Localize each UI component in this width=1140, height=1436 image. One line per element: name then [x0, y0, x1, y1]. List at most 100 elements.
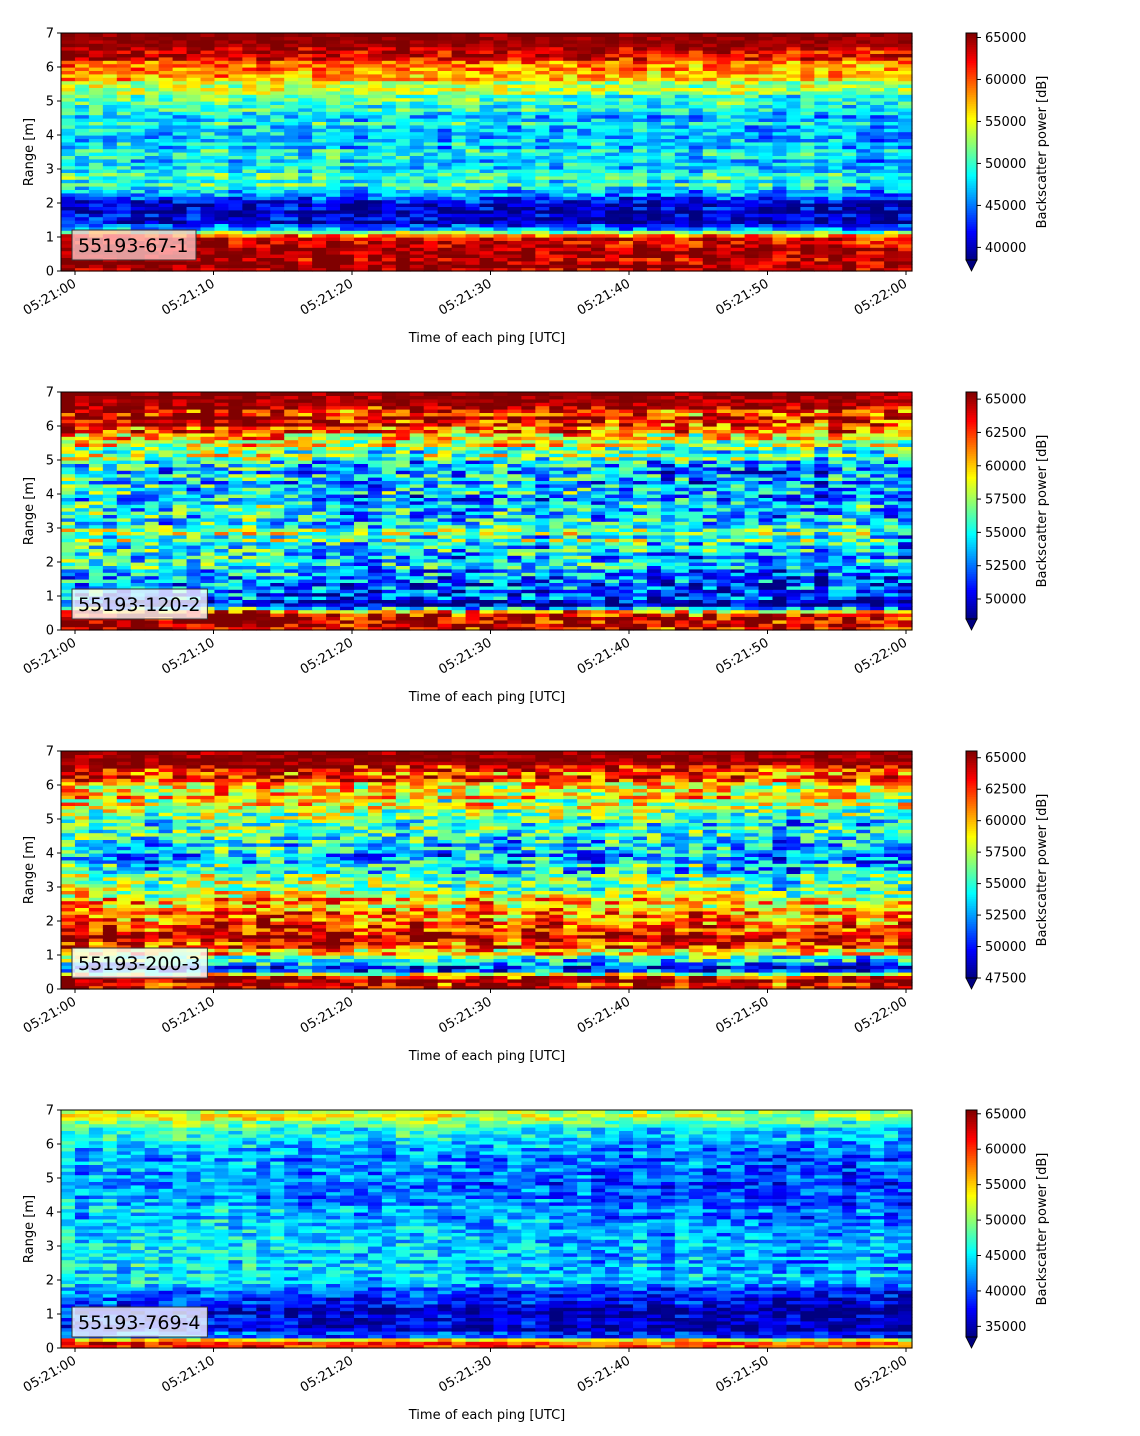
colorbar-segment: [966, 35, 977, 39]
heatmap-cell: [451, 33, 467, 37]
heatmap-cell: [521, 36, 536, 41]
heatmap-cell: [409, 220, 425, 224]
heatmap-cell: [158, 67, 174, 71]
heatmap-cell: [186, 162, 202, 167]
heatmap-cell: [674, 243, 690, 248]
heatmap-cell: [326, 43, 341, 48]
heatmap-cell: [744, 94, 760, 99]
heatmap-cell: [814, 87, 829, 92]
heatmap-cell: [577, 87, 592, 92]
heatmap-cell: [116, 36, 132, 41]
heatmap-cell: [605, 53, 620, 58]
heatmap-cell: [381, 135, 397, 139]
heatmap-cell: [619, 158, 634, 163]
heatmap-cell: [298, 87, 313, 92]
heatmap-cell: [870, 43, 885, 48]
heatmap-cell: [451, 131, 467, 136]
heatmap-cell: [535, 213, 550, 218]
heatmap-cell: [367, 216, 383, 221]
heatmap-cell: [619, 237, 634, 241]
heatmap-cell: [186, 192, 202, 197]
heatmap-cell: [479, 63, 495, 68]
heatmap-cell: [381, 247, 397, 252]
heatmap-cell: [577, 196, 592, 201]
heatmap-cell: [326, 121, 341, 126]
heatmap-cell: [563, 90, 578, 95]
heatmap-cell: [423, 196, 439, 201]
heatmap-cell: [158, 94, 174, 99]
heatmap-cell: [242, 199, 257, 204]
heatmap-cell: [130, 619, 146, 624]
heatmap-cell: [284, 107, 299, 112]
heatmap-cell: [340, 599, 355, 604]
heatmap-cell: [144, 213, 160, 218]
heatmap-cell: [340, 70, 355, 75]
heatmap-cell: [367, 192, 383, 197]
heatmap-cell: [521, 264, 536, 269]
heatmap-cell: [493, 196, 509, 201]
heatmap-cell: [870, 90, 885, 95]
heatmap-cell: [479, 128, 495, 133]
heatmap-cell: [61, 148, 76, 153]
heatmap-cell: [619, 199, 634, 204]
heatmap-cell: [284, 131, 299, 136]
heatmap-cell: [591, 128, 606, 133]
heatmap-cell: [367, 257, 383, 262]
heatmap-cell: [326, 128, 341, 133]
heatmap-cell: [716, 39, 732, 44]
heatmap-cell: [437, 206, 453, 211]
heatmap-cell: [228, 36, 243, 41]
heatmap-cell: [870, 243, 885, 248]
heatmap-cell: [730, 267, 746, 272]
heatmap-cell: [423, 602, 439, 607]
heatmap-cell: [800, 602, 815, 607]
heatmap-cell: [842, 609, 857, 614]
heatmap-cell: [688, 169, 704, 173]
heatmap-cell: [102, 226, 118, 231]
heatmap-cell: [312, 80, 327, 85]
heatmap-cell: [158, 43, 174, 48]
heatmap-cell: [381, 254, 397, 258]
heatmap-cell: [716, 73, 732, 78]
heatmap-cell: [256, 77, 271, 82]
heatmap-cell: [200, 145, 216, 150]
heatmap-cell: [884, 165, 899, 170]
heatmap-cell: [186, 182, 202, 187]
heatmap-cell: [284, 237, 299, 241]
heatmap-cell: [549, 230, 564, 235]
heatmap-cell: [437, 260, 453, 265]
heatmap-cell: [744, 124, 760, 129]
heatmap-cell: [312, 626, 327, 631]
heatmap-cell: [493, 118, 509, 122]
heatmap-cell: [549, 182, 564, 187]
heatmap-cell: [200, 39, 216, 44]
heatmap-cell: [856, 70, 871, 75]
heatmap-cell: [856, 77, 871, 82]
heatmap-cell: [772, 165, 788, 170]
heatmap-cell: [535, 169, 550, 173]
heatmap-cell: [730, 39, 746, 44]
heatmap-cell: [451, 90, 467, 95]
heatmap-cell: [856, 237, 871, 241]
heatmap-cell: [828, 97, 843, 102]
heatmap-cell: [786, 60, 801, 65]
heatmap-cell: [465, 220, 481, 224]
heatmap-cell: [130, 70, 146, 75]
heatmap-cell: [242, 613, 257, 617]
heatmap-cell: [507, 206, 522, 211]
heatmap-cell: [730, 101, 746, 105]
heatmap-cell: [74, 152, 90, 156]
heatmap-cell: [716, 179, 732, 184]
heatmap-cell: [270, 616, 285, 621]
heatmap-cell: [61, 613, 76, 617]
heatmap-cell: [381, 36, 397, 41]
heatmap-cell: [228, 107, 243, 112]
heatmap-cell: [158, 33, 174, 37]
heatmap-cell: [856, 213, 871, 218]
heatmap-cell: [367, 145, 383, 150]
heatmap-cell: [88, 162, 104, 167]
heatmap-cell: [326, 56, 341, 61]
heatmap-cell: [744, 50, 760, 54]
heatmap-cell: [256, 135, 271, 139]
heatmap-cell: [605, 138, 620, 143]
